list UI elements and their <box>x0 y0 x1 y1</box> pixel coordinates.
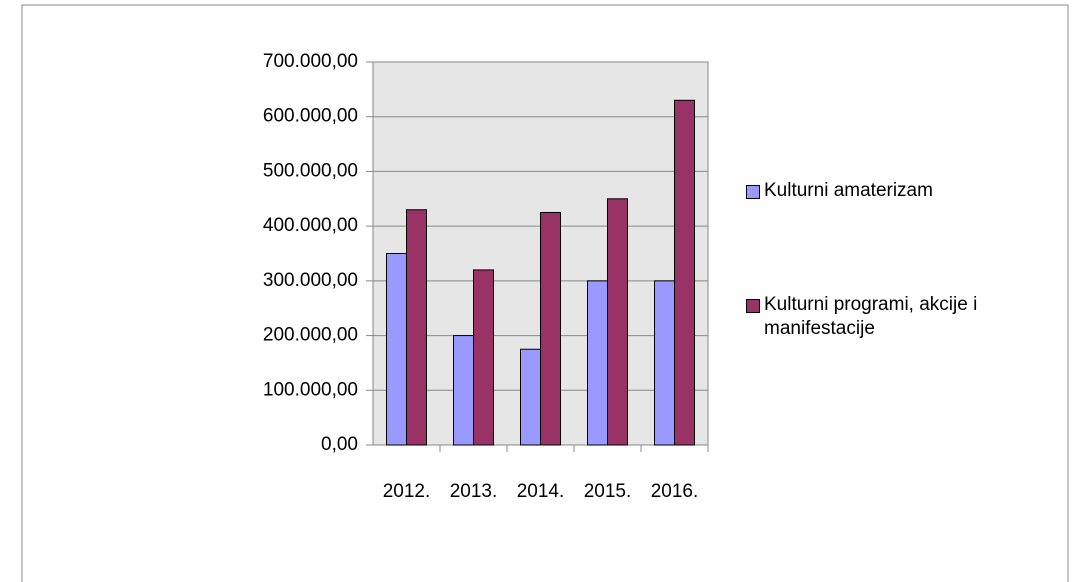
y-tick-label: 0,00 <box>321 434 358 455</box>
legend-item: Kulturni programi, akcije i manifestacij… <box>746 293 1056 341</box>
chart-frame <box>21 4 1069 582</box>
bar <box>453 335 474 446</box>
bar <box>386 253 407 446</box>
y-tick-label: 400.000,00 <box>263 215 358 236</box>
x-tick-label: 2012. <box>383 481 431 502</box>
y-tick-label: 600.000,00 <box>263 106 358 127</box>
bar <box>520 348 541 446</box>
bar <box>587 280 608 446</box>
x-tick-label: 2014. <box>517 481 565 502</box>
bar <box>607 198 628 446</box>
y-tick-label: 300.000,00 <box>263 270 358 291</box>
legend-swatch <box>746 185 760 199</box>
bar <box>654 280 675 446</box>
x-tick-label: 2013. <box>450 481 498 502</box>
legend-item: Kulturni amaterizam <box>746 179 1056 203</box>
x-tick-label: 2015. <box>584 481 632 502</box>
bar <box>674 99 695 446</box>
bar <box>473 269 494 446</box>
y-tick-label: 200.000,00 <box>263 325 358 346</box>
legend-label: Kulturni amaterizam <box>764 180 933 201</box>
y-tick-label: 500.000,00 <box>263 160 358 181</box>
legend-label: Kulturni programi, akcije i manifestacij… <box>764 294 978 339</box>
bar <box>406 209 427 446</box>
bar <box>540 211 561 446</box>
x-tick-label: 2016. <box>651 481 699 502</box>
y-tick-label: 700.000,00 <box>263 51 358 72</box>
y-tick-label: 100.000,00 <box>263 379 358 400</box>
legend-swatch <box>746 299 760 313</box>
